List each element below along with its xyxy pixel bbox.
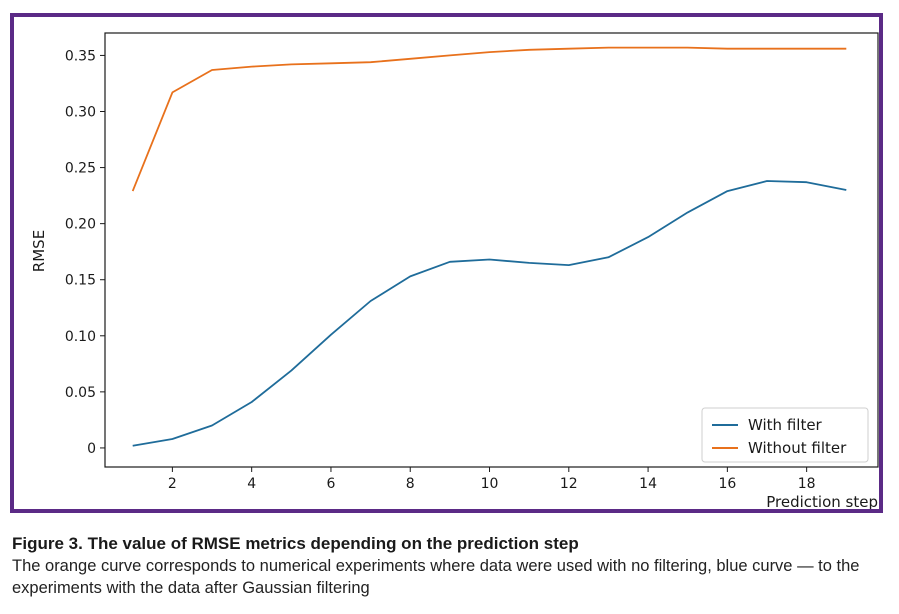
y-axis-ticks: 0 0.05 0.10 0.15 0.20 0.25 0.30 0.35 <box>65 48 105 457</box>
x-tick-label: 10 <box>481 476 499 492</box>
figure-caption: Figure 3. The value of RMSE metrics depe… <box>12 533 892 599</box>
x-tick-label: 6 <box>326 476 335 492</box>
legend-box <box>701 407 869 463</box>
legend-label-without-filter: Without filter <box>748 439 847 457</box>
y-tick-label: 0 <box>87 441 96 457</box>
x-tick-label: 12 <box>560 476 578 492</box>
series-line-with-filter <box>132 180 847 447</box>
caption-text: The orange curve corresponds to numerica… <box>12 557 860 597</box>
plot-area <box>104 32 879 468</box>
y-tick-label: 0.35 <box>65 48 96 64</box>
y-tick-label: 0.15 <box>65 273 96 289</box>
x-tick-label: 18 <box>798 476 816 492</box>
x-tick-label: 4 <box>247 476 256 492</box>
y-tick-label: 0.25 <box>65 161 96 177</box>
rmse-line-chart: 0 0.05 0.10 0.15 0.20 0.25 0.30 0.35 2 4 6 8 10 12 14… <box>30 32 879 509</box>
legend-label-with-filter: With filter <box>748 416 823 434</box>
y-tick-label: 0.05 <box>65 385 96 401</box>
legend: With filter Without filter <box>701 407 869 463</box>
y-axis-label: RMSE <box>30 230 48 272</box>
figure-frame: 0 0.05 0.10 0.15 0.20 0.25 0.30 0.35 2 4 6 8 10 12 14… <box>10 13 883 513</box>
x-axis-label: Prediction step <box>766 493 878 509</box>
x-tick-label: 8 <box>406 476 415 492</box>
caption-title: Figure 3. The value of RMSE metrics depe… <box>12 534 579 553</box>
x-tick-label: 2 <box>168 476 177 492</box>
y-tick-label: 0.30 <box>65 105 96 121</box>
x-axis-ticks: 2 4 6 8 10 12 14 16 18 <box>168 467 816 492</box>
x-tick-label: 16 <box>718 476 736 492</box>
y-tick-label: 0.20 <box>65 217 96 233</box>
series-layer <box>131 46 847 447</box>
y-tick-label: 0.10 <box>65 329 96 345</box>
x-tick-label: 14 <box>639 476 657 492</box>
series-line-without-filter <box>131 46 847 192</box>
